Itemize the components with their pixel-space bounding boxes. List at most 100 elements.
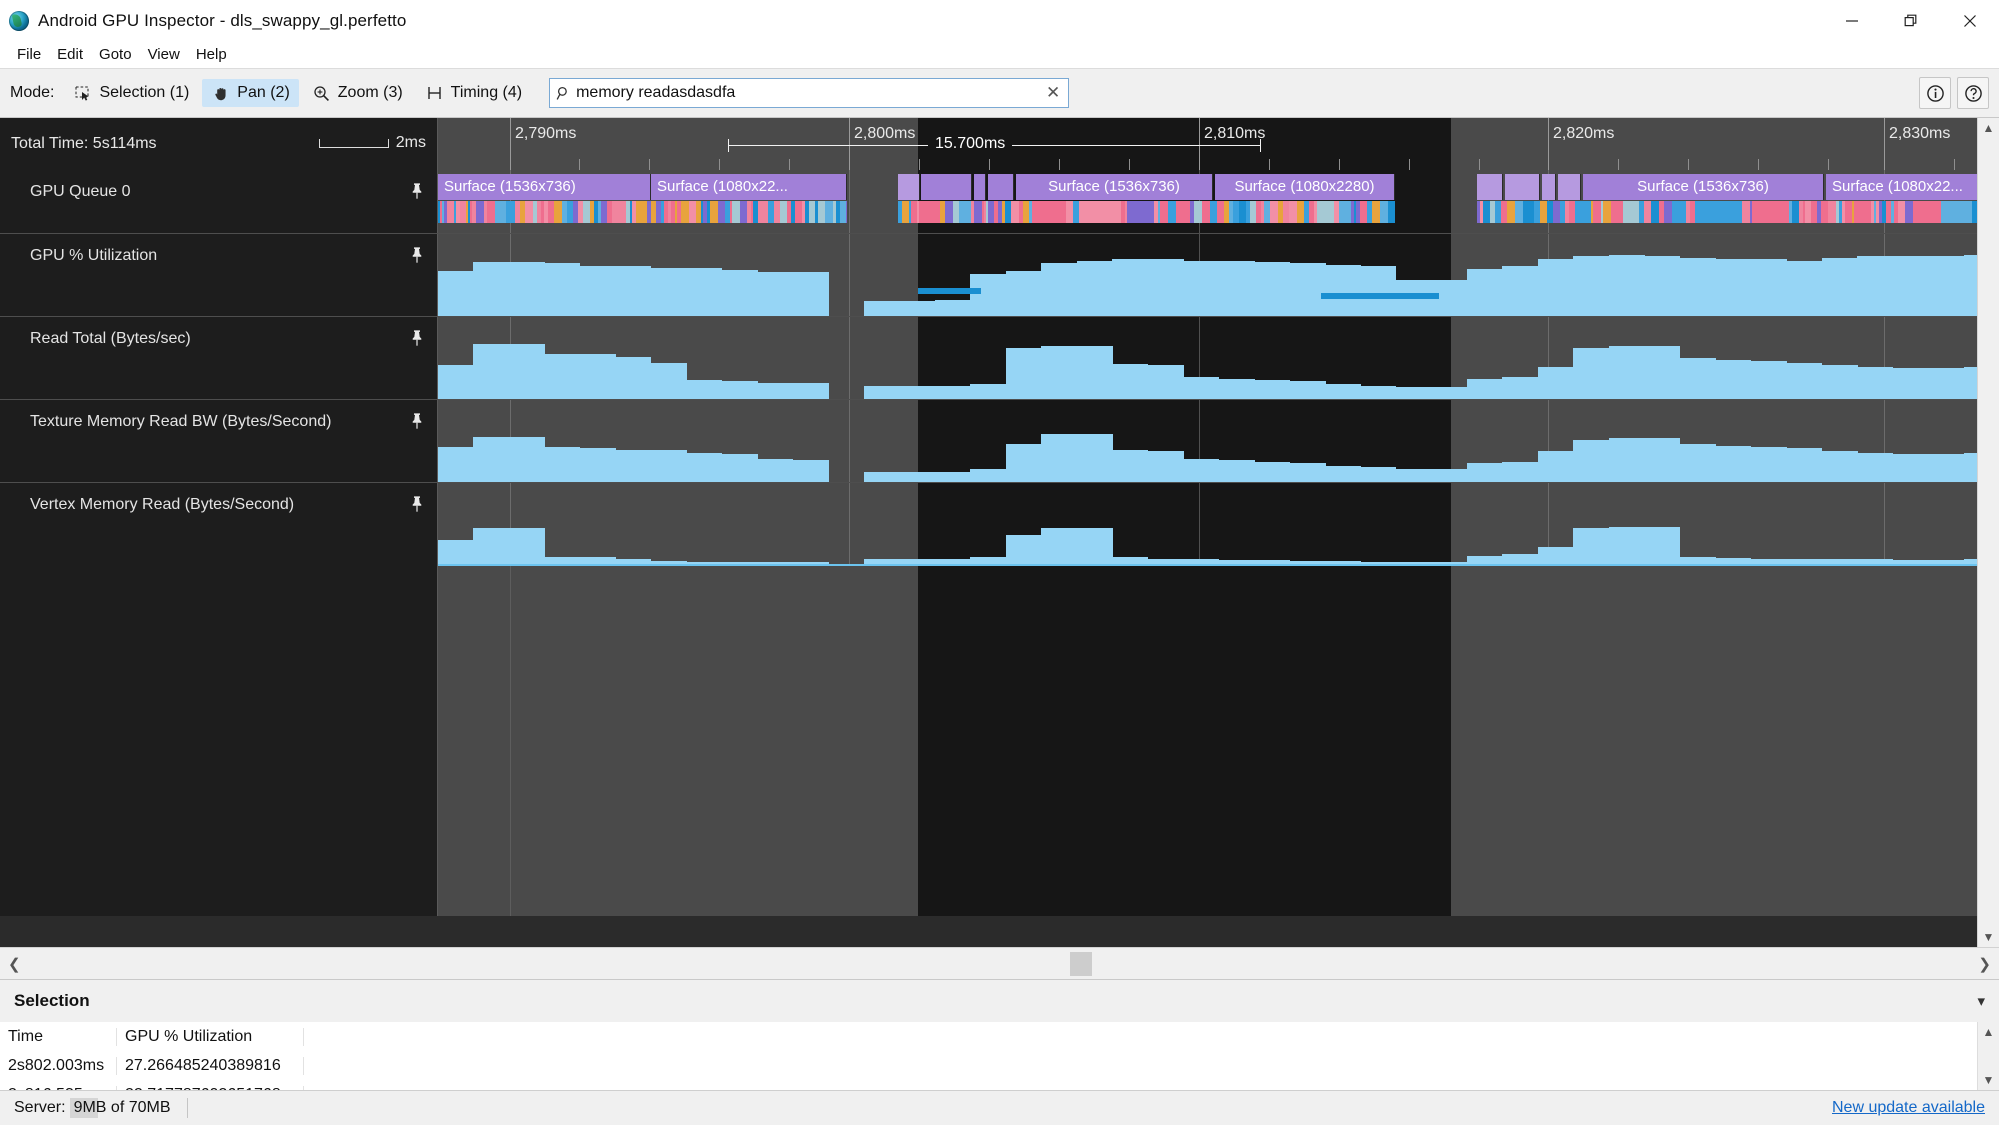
- time-ruler[interactable]: Total Time: 5s114ms 2ms 2,790ms 2,800ms …: [0, 118, 1977, 170]
- status-bar-left: Server: 9MB of 70MB: [14, 1098, 188, 1118]
- scroll-up-arrow-icon[interactable]: ▲: [1982, 121, 1995, 135]
- menu-help[interactable]: Help: [195, 46, 227, 63]
- track-vertex-memory-read[interactable]: Vertex Memory Read (Bytes/Second): [0, 483, 1977, 566]
- track-body-vertex-memory-read[interactable]: [438, 483, 1977, 566]
- chevron-down-icon[interactable]: ▾: [1977, 993, 1985, 1010]
- track-label-texture-memory-read-bw[interactable]: Texture Memory Read BW (Bytes/Second): [0, 400, 438, 482]
- track-read-total[interactable]: Read Total (Bytes/sec): [0, 317, 1977, 400]
- pin-icon[interactable]: [409, 246, 425, 264]
- slice-surface[interactable]: Surface (1080x22...: [1826, 174, 1977, 200]
- slice-surface[interactable]: Surface (1536x736): [438, 174, 651, 200]
- sub-slice: [1690, 201, 1693, 223]
- selection-table[interactable]: Time GPU % Utilization 2s802.003ms 27.26…: [0, 1022, 1999, 1090]
- slice-surface[interactable]: Surface (1536x736): [1016, 174, 1213, 200]
- mode-zoom-button[interactable]: Zoom (3): [303, 79, 412, 107]
- track-list[interactable]: GPU Queue 0: [0, 170, 1977, 947]
- slice-label: Surface (1080x2280): [1234, 178, 1375, 195]
- slice-surface[interactable]: [1542, 174, 1556, 200]
- selection-span-cap-right[interactable]: [1260, 139, 1261, 152]
- chart-vertex-memory-read: [438, 483, 1977, 566]
- slice-surface[interactable]: [1505, 174, 1540, 200]
- sub-slice: [544, 201, 548, 223]
- pin-icon[interactable]: [409, 329, 425, 347]
- chart-bar: [1183, 260, 1220, 316]
- slice-surface[interactable]: [1558, 174, 1581, 200]
- search-input[interactable]: memory readasdasdfa: [576, 84, 736, 101]
- scroll-down-arrow-icon[interactable]: ▼: [1982, 1073, 1995, 1087]
- chevron-right-icon[interactable]: ❯: [1978, 955, 1991, 973]
- search-box[interactable]: memory readasdasdfa ✕: [549, 78, 1070, 108]
- restore-button[interactable]: [1881, 0, 1940, 42]
- scroll-up-arrow-icon[interactable]: ▲: [1982, 1025, 1995, 1039]
- sub-slice: [1894, 201, 1898, 223]
- track-body-gpu-utilization[interactable]: [438, 234, 1977, 316]
- mode-timing-button[interactable]: Timing (4): [416, 79, 531, 107]
- track-label-vertex-memory-read[interactable]: Vertex Memory Read (Bytes/Second): [0, 483, 438, 566]
- sub-slice: [701, 201, 703, 223]
- chart-bar: [1253, 380, 1291, 399]
- menu-edit[interactable]: Edit: [57, 46, 84, 63]
- minimize-button[interactable]: [1822, 0, 1881, 42]
- track-label-gpu-queue-0[interactable]: GPU Queue 0: [0, 170, 438, 233]
- track-gpu-utilization[interactable]: GPU % Utilization: [0, 234, 1977, 317]
- chart-bar: [1289, 381, 1326, 399]
- chart-bar: [1041, 433, 1078, 482]
- chart-bar: [1112, 557, 1149, 566]
- info-button[interactable]: [1919, 77, 1951, 109]
- slice-surface[interactable]: [974, 174, 986, 200]
- chevron-left-icon[interactable]: ❮: [8, 955, 21, 973]
- track-label-read-total[interactable]: Read Total (Bytes/sec): [0, 317, 438, 399]
- slice-surface[interactable]: [988, 174, 1014, 200]
- sub-slice: [760, 201, 768, 223]
- slice-surface[interactable]: [898, 174, 920, 200]
- track-texture-memory-read-bw[interactable]: Texture Memory Read BW (Bytes/Second): [0, 400, 1977, 483]
- sub-slice: [818, 201, 825, 223]
- menu-file[interactable]: File: [17, 46, 42, 63]
- chart-bar: [1147, 365, 1184, 399]
- track-gpu-queue-0[interactable]: GPU Queue 0: [0, 170, 1977, 234]
- table-header-row: Time GPU % Utilization: [0, 1022, 304, 1051]
- timeline-vertical-scrollbar[interactable]: ▲ ▼: [1977, 118, 1999, 947]
- clear-x-icon[interactable]: ✕: [1045, 83, 1061, 102]
- chart-bar: [615, 449, 652, 482]
- slice-surface[interactable]: Surface (1536x736): [1583, 174, 1824, 200]
- help-button[interactable]: [1957, 77, 1989, 109]
- mode-pan-button[interactable]: Pan (2): [202, 79, 299, 107]
- close-button[interactable]: [1940, 0, 1999, 42]
- chart-bar: [686, 267, 723, 316]
- timeline-canvas[interactable]: Total Time: 5s114ms 2ms 2,790ms 2,800ms …: [0, 118, 1977, 947]
- chart-bar: [615, 266, 652, 316]
- chart-bar: [1573, 347, 1610, 399]
- ruler-ticks[interactable]: 2,790ms 2,800ms 2,810ms 2,820ms 2,830ms: [438, 118, 1977, 170]
- track-body-read-total[interactable]: [438, 317, 1977, 399]
- track-body-gpu-queue-0[interactable]: Surface (1536x736) Surface (1080x22... S…: [438, 170, 1977, 233]
- chart-bar: [1076, 528, 1113, 566]
- mode-timing-label: Timing (4): [450, 84, 523, 101]
- pin-icon[interactable]: [409, 182, 425, 200]
- slice-surface[interactable]: Surface (1080x2280): [1215, 174, 1395, 200]
- sub-slice: [917, 201, 919, 223]
- chart-bar: [1786, 558, 1823, 566]
- scroll-down-arrow-icon[interactable]: ▼: [1982, 930, 1995, 944]
- table-row[interactable]: 2s816.535ms 22.717787602651768: [0, 1080, 304, 1090]
- slice-surface[interactable]: [1477, 174, 1503, 200]
- selection-panel-header[interactable]: Selection ▾: [0, 980, 1999, 1022]
- menu-goto[interactable]: Goto: [99, 46, 132, 63]
- pin-icon[interactable]: [409, 495, 425, 513]
- slice-surface[interactable]: [921, 174, 972, 200]
- selection-span-cap-left[interactable]: [728, 139, 729, 152]
- track-body-texture-memory-read-bw[interactable]: [438, 400, 1977, 482]
- menu-view[interactable]: View: [147, 46, 180, 63]
- menu-bar: File Edit Goto View Help: [0, 42, 1999, 68]
- update-link[interactable]: New update available: [1832, 1099, 1985, 1116]
- timeline-horizontal-scrollbar[interactable]: ❮ ❯: [0, 947, 1999, 979]
- slice-surface[interactable]: Surface (1080x22...: [651, 174, 847, 200]
- slice-substrip: [898, 201, 1395, 223]
- scrollbar-thumb[interactable]: [1070, 952, 1092, 976]
- window-title: Android GPU Inspector - dls_swappy_gl.pe…: [38, 11, 407, 30]
- table-row[interactable]: 2s802.003ms 27.266485240389816: [0, 1051, 304, 1080]
- track-label-gpu-utilization[interactable]: GPU % Utilization: [0, 234, 438, 316]
- selection-table-scrollbar[interactable]: ▲ ▼: [1977, 1022, 1999, 1090]
- pin-icon[interactable]: [409, 412, 425, 430]
- mode-selection-button[interactable]: Selection (1): [64, 79, 198, 107]
